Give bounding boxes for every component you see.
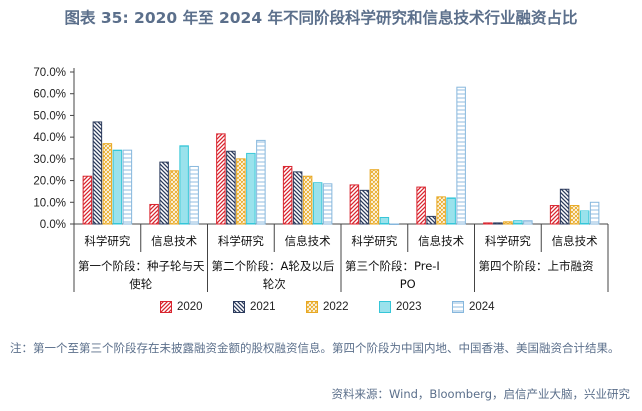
legend-swatch <box>306 301 318 313</box>
chart-title: 图表 35: 2020 年至 2024 年不同阶段科学研究和信息技术行业融资占比 <box>64 9 578 27</box>
category-label: 信息技术 <box>285 234 331 248</box>
group-label: 第三个阶段：Pre-I PO <box>345 259 440 291</box>
legend-item-2024: 2024 <box>452 297 495 317</box>
group-label: 第一个阶段：种子轮与天使轮 <box>78 259 205 291</box>
bar-2020-4 <box>349 184 360 225</box>
bar-2022-1 <box>169 170 179 225</box>
legend-item-2023: 2023 <box>379 297 422 317</box>
legend-item-2022: 2022 <box>306 297 349 317</box>
bar-2021-4 <box>359 189 370 225</box>
bar-2024-6 <box>523 220 533 225</box>
bar-2022-3 <box>302 175 313 225</box>
bar-2020-6 <box>483 222 493 225</box>
bar-2020-5 <box>416 186 426 225</box>
group-label: 第四个阶段：上市融资 <box>479 259 594 273</box>
legend: 2020 2021 2022 2023 2024 <box>0 297 642 317</box>
bar-2022-4 <box>369 169 380 225</box>
bar-2024-0 <box>122 149 133 225</box>
bar-2024-7 <box>589 201 600 225</box>
y-tick-label: 70.0% <box>33 67 66 79</box>
bar-2024-3 <box>322 183 333 225</box>
legend-label: 2024 <box>469 301 495 313</box>
bar-2020-7 <box>549 205 560 225</box>
bar-2020-1 <box>149 203 159 225</box>
bar-2021-6 <box>493 222 503 225</box>
bar-2022-7 <box>569 205 580 225</box>
bar-2024-5 <box>456 86 466 225</box>
bar-2022-0 <box>102 143 113 225</box>
bar-2020-3 <box>282 165 293 225</box>
bar-2024-1 <box>189 165 199 225</box>
legend-swatch <box>160 301 172 313</box>
bar-2023-7 <box>579 210 590 225</box>
bar-chart: 0.0% 10.0% 20.0% 30.0% 40.0% 50.0% 60.0% 70.0% 科… <box>33 67 609 292</box>
bar-2021-1 <box>159 161 169 225</box>
group-label: 第二个阶段：A轮及以后轮次 <box>212 259 335 291</box>
legend-item-2020: 2020 <box>160 297 203 317</box>
y-tick-label: 20.0% <box>33 176 66 188</box>
bar-2020-2 <box>216 133 226 225</box>
bar-2021-0 <box>92 121 103 225</box>
legend-item-2021: 2021 <box>233 297 276 317</box>
legend-label: 2023 <box>396 301 422 313</box>
bar-2024-2 <box>256 139 266 225</box>
bar-2021-7 <box>559 188 570 225</box>
legend-label: 2020 <box>177 301 203 313</box>
category-label: 信息技术 <box>151 234 197 248</box>
footnote: 注：第一个至第三个阶段存在未披露融资金额的股权融资信息。第四个阶段为中国内地、中… <box>10 341 620 355</box>
bar-2022-6 <box>503 221 513 225</box>
bar-2024-4 <box>389 223 400 225</box>
bar-2023-3 <box>312 182 323 225</box>
bar-2023-2 <box>246 152 256 225</box>
bar-2021-2 <box>226 150 236 225</box>
bar-2023-1 <box>179 145 189 225</box>
bar-2023-5 <box>446 197 456 225</box>
y-tick-label: 0.0% <box>40 219 66 231</box>
legend-label: 2021 <box>250 301 276 313</box>
category-label: 信息技术 <box>552 234 598 248</box>
bar-2020-0 <box>82 175 93 225</box>
y-tick-label: 50.0% <box>33 110 66 122</box>
y-tick-label: 30.0% <box>33 154 66 166</box>
category-label: 科学研究 <box>84 234 130 248</box>
bar-2022-2 <box>236 158 246 225</box>
category-label: 科学研究 <box>351 234 397 248</box>
source-text: 资料来源：Wind，Bloomberg，启信产业大脑，兴业研究 <box>331 387 630 401</box>
bar-2021-5 <box>426 215 436 225</box>
legend-swatch <box>452 301 464 313</box>
category-label: 科学研究 <box>218 234 264 248</box>
legend-swatch <box>379 301 391 313</box>
bar-2021-3 <box>292 171 303 225</box>
axis-labels: 0.0% 10.0% 20.0% 30.0% 40.0% 50.0% 60.0% 70.0% 科… <box>33 67 598 291</box>
y-tick-label: 10.0% <box>33 197 66 209</box>
legend-swatch <box>233 301 245 313</box>
category-label: 科学研究 <box>485 234 531 248</box>
legend-label: 2022 <box>323 301 349 313</box>
bar-2022-5 <box>436 196 446 225</box>
y-tick-label: 40.0% <box>33 132 66 144</box>
bar-2023-6 <box>513 220 523 225</box>
bars <box>82 86 600 225</box>
bar-2023-0 <box>112 149 123 225</box>
y-tick-label: 60.0% <box>33 89 66 101</box>
category-label: 信息技术 <box>418 234 464 248</box>
bar-2023-4 <box>379 216 390 225</box>
